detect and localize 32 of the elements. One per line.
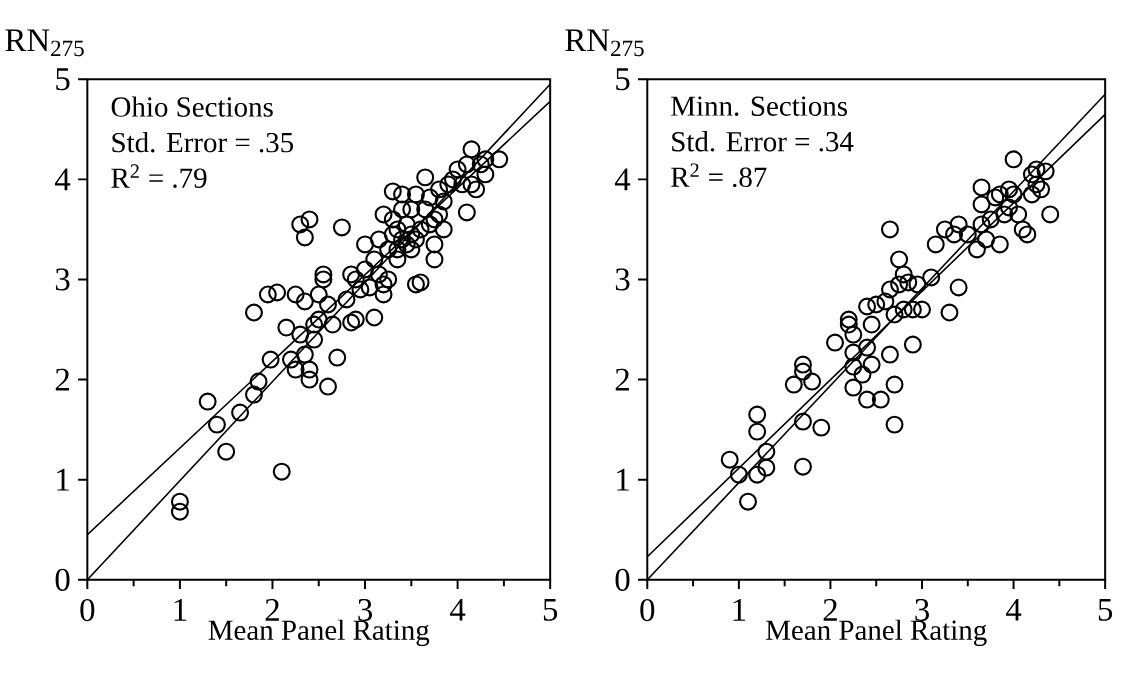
- x-tick-label: 2: [823, 599, 837, 621]
- y-tick-label: 0: [615, 568, 630, 591]
- annotation: R$^{2}$ = .79: [111, 164, 207, 189]
- x-tick-label: 4: [450, 599, 466, 621]
- x-tick-label: 4: [1005, 599, 1022, 621]
- x-tick-label: 5: [1098, 599, 1113, 621]
- y-tick-label: 2: [55, 368, 69, 391]
- x-tick-label: 3: [915, 599, 929, 622]
- annotation: R$^{2}$ = .87: [671, 163, 767, 188]
- y-axis-title: RN$_{275}$: [5, 29, 84, 57]
- x-tick-label: 0: [80, 599, 95, 622]
- x-tick-label: 1: [174, 599, 187, 621]
- annotation: Std. Error = .35: [112, 132, 294, 153]
- x-tick-label: 5: [543, 599, 558, 621]
- y-axis-title: RN$_{275}$: [565, 29, 644, 57]
- y-tick-label: 1: [617, 468, 629, 491]
- y-tick-label: 0: [55, 568, 70, 591]
- y-tick-label: 4: [614, 168, 631, 191]
- x-tick-label: 3: [358, 599, 372, 622]
- x-tick-label: 0: [640, 599, 655, 622]
- y-tick-label: 5: [56, 68, 70, 91]
- annotation: Ohio Sections: [111, 96, 273, 117]
- y-tick-label: 2: [615, 368, 629, 391]
- annotation: Std. Error = .34: [672, 131, 854, 152]
- y-tick-label: 3: [615, 268, 630, 291]
- y-tick-label: 1: [57, 468, 69, 491]
- x-tick-label: 1: [733, 599, 746, 621]
- y-tick-label: 3: [55, 268, 70, 291]
- y-tick-label: 4: [54, 168, 71, 191]
- y-tick-label: 5: [616, 68, 630, 91]
- annotation: Minn. Sections: [671, 96, 847, 117]
- x-tick-label: 2: [265, 599, 279, 621]
